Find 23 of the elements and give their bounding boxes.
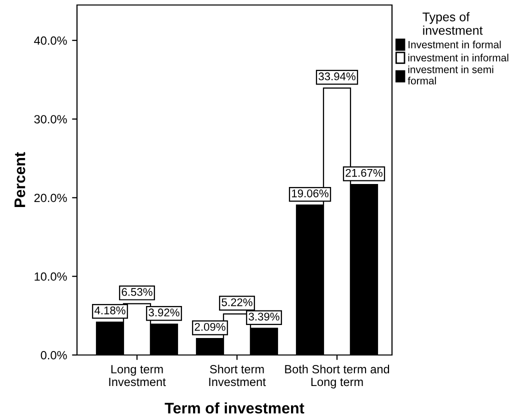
x-tick-label: Short term Investment xyxy=(209,364,266,386)
y-tick-label: 30.0% xyxy=(34,115,67,124)
y-axis-title: Percent xyxy=(14,152,26,207)
y-tick-label: 40.0% xyxy=(34,36,67,45)
x-axis-title: Term of investment xyxy=(164,402,304,414)
data-label: 21.67% xyxy=(346,168,382,177)
data-label: 33.94% xyxy=(318,72,356,80)
data-label: 6.53% xyxy=(122,288,152,296)
data-label: 19.06% xyxy=(292,189,328,198)
y-tick-label: 10.0% xyxy=(34,272,67,281)
data-label: 4.18% xyxy=(94,306,126,314)
data-label: 3.39% xyxy=(248,312,280,321)
legend-title: Types of investment xyxy=(422,12,483,35)
data-label: 2.09% xyxy=(194,322,226,331)
data-label: 3.92% xyxy=(148,308,180,316)
y-tick-label: 0.0% xyxy=(40,351,67,360)
legend-label: investment in semi formal xyxy=(408,66,494,84)
y-tick-label: 20.0% xyxy=(34,194,67,202)
x-tick-label: Both Short term and Long term xyxy=(285,364,390,388)
legend-label: Investment in formal xyxy=(408,40,501,48)
data-label: 5.22% xyxy=(222,298,252,306)
legend-label: investment in informal xyxy=(408,54,508,62)
x-tick-label: Long term Investment xyxy=(109,365,166,386)
